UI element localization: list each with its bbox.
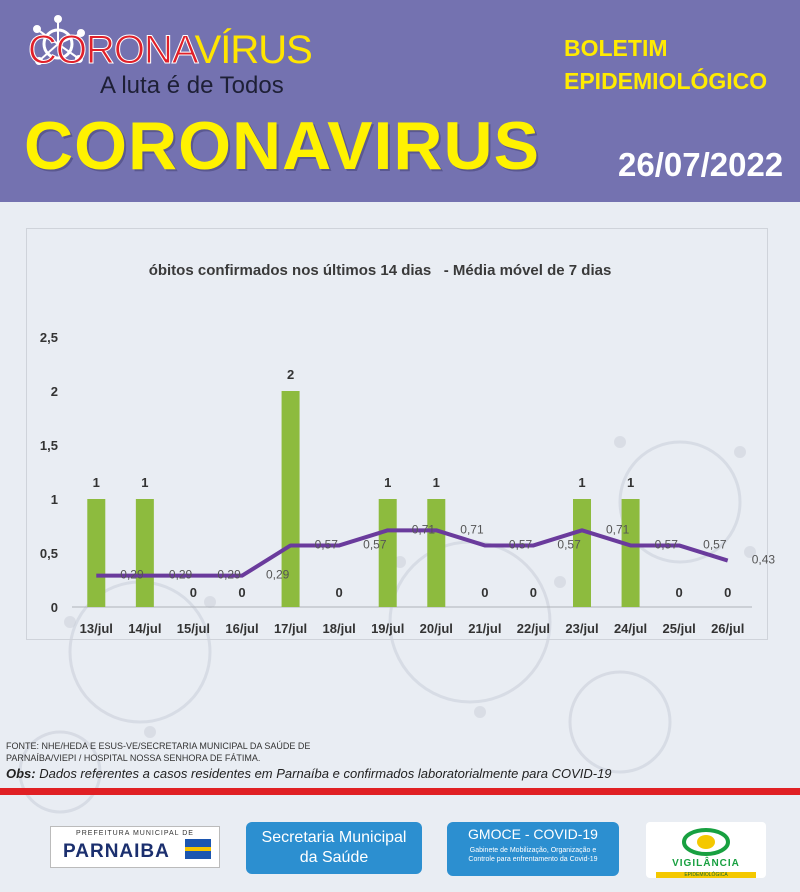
- x-tick-label: 15/jul: [177, 621, 210, 636]
- x-tick-label: 20/jul: [420, 621, 453, 636]
- source-note: FONTE: NHE/HEDA E ESUS-VE/SECRETARIA MUN…: [6, 741, 311, 763]
- y-tick-label: 1,5: [40, 438, 58, 453]
- y-tick-label: 2,5: [40, 330, 58, 345]
- bulletin-date: 26/07/2022: [618, 146, 784, 183]
- line-value-label: 0,43: [752, 553, 776, 567]
- line-value-label: 0,71: [606, 522, 630, 536]
- bar: [378, 499, 397, 607]
- bar: [281, 391, 300, 607]
- gmoce-subtitle: Gabinete de Mobilização, Organização e C…: [468, 847, 598, 863]
- x-tick-label: 26/jul: [711, 621, 744, 636]
- bar-value-label: 2: [287, 367, 294, 382]
- bar-value-label: 1: [627, 475, 634, 490]
- line-value-label: 0,57: [655, 537, 679, 551]
- y-tick-label: 0,5: [40, 546, 58, 561]
- line-value-label: 0,57: [363, 537, 387, 551]
- bar: [87, 499, 106, 607]
- boletim-label: BOLETIM EPIDEMIOLÓGICO: [564, 35, 768, 94]
- logo-tagline: A luta é de Todos: [100, 72, 284, 99]
- y-tick-label: 2: [51, 384, 58, 399]
- bar-value-label: 1: [578, 475, 585, 490]
- vigilancia-emblem-icon: [682, 828, 730, 856]
- line-value-label: 0,71: [460, 522, 484, 536]
- bar-value-label: 0: [724, 585, 731, 600]
- vigilancia-strip: EPIDEMIOLÓGICA: [656, 872, 756, 878]
- line-value-label: 0,29: [217, 568, 241, 582]
- line-value-label: 0,71: [412, 522, 436, 536]
- vigilancia-logo: VIGILÂNCIA EPIDEMIOLÓGICA: [646, 822, 766, 878]
- bar: [427, 499, 446, 607]
- x-tick-label: 21/jul: [468, 621, 501, 636]
- coronavirus-logo: CORONAVÍRUS A luta é de Todos: [20, 14, 340, 104]
- y-tick-label: 1: [51, 492, 58, 507]
- bar: [135, 499, 154, 607]
- line-value-label: 0,57: [315, 537, 339, 551]
- bar: [621, 499, 640, 607]
- gmoce-logo: GMOCE - COVID-19 Gabinete de Mobilização…: [447, 822, 619, 876]
- gmoce-title: GMOCE - COVID-19: [468, 826, 598, 842]
- prefeitura-top-text: PREFEITURA MUNICIPAL DE: [76, 830, 194, 837]
- x-tick-label: 18/jul: [323, 621, 356, 636]
- bar-value-label: 0: [238, 585, 245, 600]
- x-tick-label: 14/jul: [128, 621, 161, 636]
- secretaria-logo: Secretaria Municipal da Saúde: [246, 822, 422, 874]
- x-tick-label: 22/jul: [517, 621, 550, 636]
- moving-average-line: [96, 528, 729, 578]
- page-title: CORONAVIRUS: [24, 108, 540, 184]
- virus-icon: [33, 15, 85, 65]
- bar-value-label: 0: [481, 585, 488, 600]
- vigilancia-subtitle: EPIDEMIOLÓGICA: [684, 872, 728, 878]
- bar-value-label: 0: [676, 585, 683, 600]
- line-value-label: 0,29: [120, 568, 144, 582]
- bar-value-label: 1: [384, 475, 391, 490]
- y-tick-label: 0: [51, 600, 58, 615]
- prefeitura-name: PARNAIBA: [63, 841, 170, 862]
- bar-value-label: 1: [93, 475, 100, 490]
- bar-value-label: 1: [433, 475, 440, 490]
- x-tick-label: 19/jul: [371, 621, 404, 636]
- bar-value-label: 1: [141, 475, 148, 490]
- logo-brand: CORONAVÍRUS: [28, 28, 313, 72]
- line-value-label: 0,29: [169, 568, 193, 582]
- bar-value-label: 0: [336, 585, 343, 600]
- x-tick-label: 23/jul: [565, 621, 598, 636]
- logo-red-text: CORONA: [28, 28, 197, 72]
- obs-label: Obs:: [6, 766, 36, 781]
- logo-yellow-text: VÍRUS: [194, 28, 313, 72]
- x-tick-label: 25/jul: [663, 621, 696, 636]
- red-divider: [0, 788, 800, 795]
- line-value-label: 0,57: [557, 537, 581, 551]
- x-tick-label: 13/jul: [80, 621, 113, 636]
- flag-icon: [185, 839, 211, 859]
- line-value-label: 0,57: [509, 537, 533, 551]
- obs-note: Obs: Dados referentes a casos residentes…: [6, 766, 612, 781]
- bar-value-label: 0: [190, 585, 197, 600]
- x-tick-label: 24/jul: [614, 621, 647, 636]
- line-value-label: 0,57: [703, 537, 727, 551]
- x-tick-label: 17/jul: [274, 621, 307, 636]
- bar: [573, 499, 591, 607]
- x-tick-label: 16/jul: [225, 621, 258, 636]
- chart-frame: [26, 228, 768, 640]
- bar-value-label: 0: [530, 585, 537, 600]
- obs-text: Dados referentes a casos residentes em P…: [35, 766, 612, 781]
- vigilancia-title: VIGILÂNCIA: [672, 858, 740, 869]
- chart-title: óbitos confirmados nos últimos 14 dias -…: [149, 262, 612, 279]
- prefeitura-logo: PREFEITURA MUNICIPAL DE PARNAIBA: [50, 826, 220, 868]
- header-banner: CORONAVÍRUS A luta é de Todos BOLETIM EP…: [0, 0, 800, 202]
- line-value-label: 0,29: [266, 568, 290, 582]
